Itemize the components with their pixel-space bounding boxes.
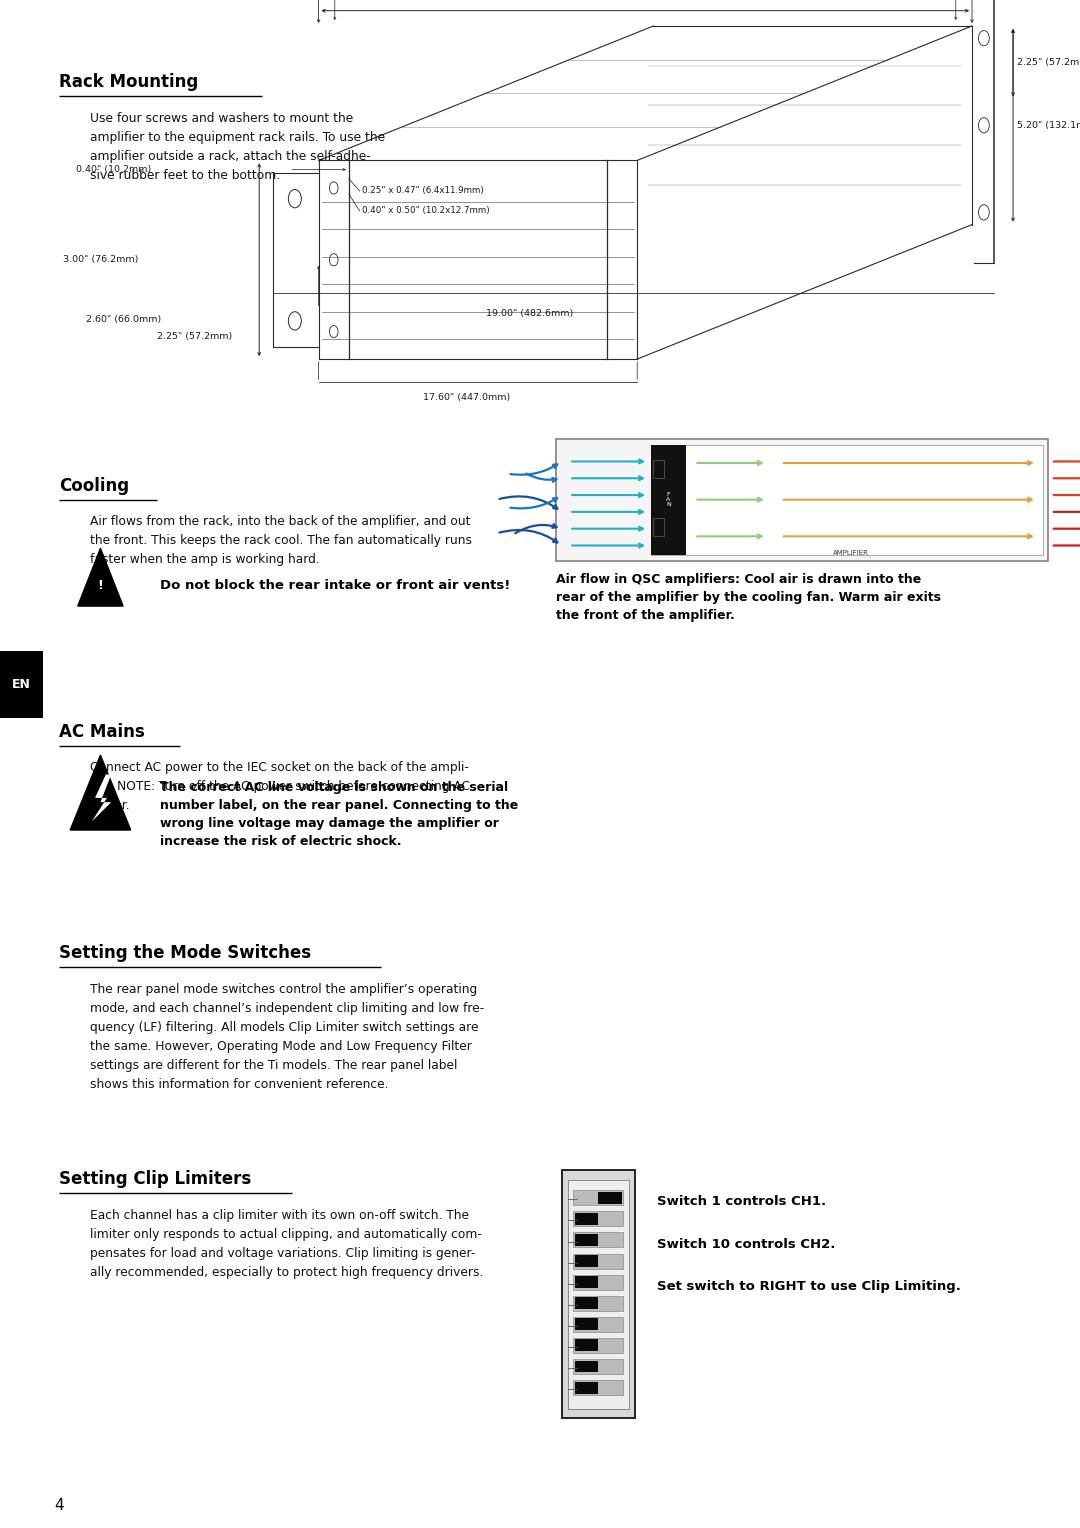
Text: Connect AC power to the IEC socket on the back of the ampli-
fier. NOTE: Turn of: Connect AC power to the IEC socket on th…: [90, 761, 470, 811]
Text: Setting the Mode Switches: Setting the Mode Switches: [59, 944, 311, 963]
Bar: [575, 1235, 598, 1245]
Polygon shape: [78, 549, 123, 607]
Text: The correct AC line voltage is shown on the serial
number label, on the rear pan: The correct AC line voltage is shown on …: [160, 781, 518, 848]
Bar: [556, 439, 1048, 561]
Bar: [573, 1212, 623, 1227]
Text: The rear panel mode switches control the amplifier’s operating
mode, and each ch: The rear panel mode switches control the…: [90, 983, 484, 1091]
Text: 2.25" (57.2mm): 2.25" (57.2mm): [1017, 58, 1080, 67]
Bar: [562, 1170, 635, 1418]
Text: 0.40" x 0.50" (10.2x12.7mm): 0.40" x 0.50" (10.2x12.7mm): [362, 206, 489, 215]
Bar: [575, 1319, 598, 1331]
Text: AC Mains: AC Mains: [59, 723, 145, 741]
Bar: [575, 1360, 598, 1372]
Text: Air flow in QSC amplifiers: Cool air is drawn into the
rear of the amplifier by : Air flow in QSC amplifiers: Cool air is …: [556, 573, 941, 622]
Bar: [651, 445, 1043, 555]
Bar: [573, 1317, 623, 1332]
Bar: [575, 1276, 598, 1288]
Text: 3.00" (76.2mm): 3.00" (76.2mm): [63, 255, 138, 264]
Bar: [573, 1380, 623, 1395]
Text: 17.60" (447.0mm): 17.60" (447.0mm): [423, 393, 511, 402]
Text: Do not block the rear intake or front air vents!: Do not block the rear intake or front ai…: [160, 579, 510, 591]
Bar: [568, 1180, 629, 1409]
Text: 2.60" (66.0mm): 2.60" (66.0mm): [86, 315, 162, 324]
Text: Use four screws and washers to mount the
amplifier to the equipment rack rails. : Use four screws and washers to mount the…: [90, 112, 384, 182]
Text: AMPLIFIER: AMPLIFIER: [833, 550, 869, 556]
Text: EN: EN: [12, 678, 31, 691]
Text: 0.40" (10.2mm): 0.40" (10.2mm): [76, 165, 151, 174]
Bar: [653, 460, 664, 478]
Text: 19.00" (482.6mm): 19.00" (482.6mm): [486, 309, 572, 318]
Bar: [651, 445, 686, 555]
Bar: [573, 1253, 623, 1268]
Text: 4: 4: [54, 1497, 64, 1513]
Bar: [575, 1213, 598, 1225]
Text: Setting Clip Limiters: Setting Clip Limiters: [59, 1170, 252, 1189]
Bar: [598, 1192, 622, 1204]
Text: 2.25" (57.2mm): 2.25" (57.2mm): [157, 332, 232, 341]
Bar: [575, 1297, 598, 1309]
Bar: [573, 1190, 623, 1206]
Bar: [573, 1296, 623, 1311]
Text: Air flows from the rack, into the back of the amplifier, and out
the front. This: Air flows from the rack, into the back o…: [90, 515, 472, 565]
Text: Cooling: Cooling: [59, 477, 130, 495]
Text: Each channel has a clip limiter with its own on-off switch. The
limiter only res: Each channel has a clip limiter with its…: [90, 1209, 483, 1279]
Text: !: !: [97, 579, 104, 591]
Bar: [573, 1358, 623, 1374]
Bar: [573, 1274, 623, 1290]
Bar: [573, 1233, 623, 1247]
Bar: [575, 1254, 598, 1267]
Polygon shape: [92, 775, 111, 822]
Bar: [653, 518, 664, 536]
Polygon shape: [70, 755, 131, 830]
Text: Switch 10 controls CH2.: Switch 10 controls CH2.: [657, 1238, 835, 1251]
Bar: [573, 1339, 623, 1352]
Text: Switch 1 controls CH1.: Switch 1 controls CH1.: [657, 1195, 826, 1209]
Bar: [575, 1340, 598, 1351]
Text: Set switch to RIGHT to use Clip Limiting.: Set switch to RIGHT to use Clip Limiting…: [657, 1280, 960, 1294]
Bar: [575, 1381, 598, 1394]
Text: F
A
N: F A N: [666, 492, 671, 507]
Text: Rack Mounting: Rack Mounting: [59, 73, 199, 92]
Bar: [0, 651, 43, 718]
Text: 5.20" (132.1mm): 5.20" (132.1mm): [1017, 121, 1080, 130]
Text: 0.25" x 0.47" (6.4x11.9mm): 0.25" x 0.47" (6.4x11.9mm): [362, 186, 484, 196]
